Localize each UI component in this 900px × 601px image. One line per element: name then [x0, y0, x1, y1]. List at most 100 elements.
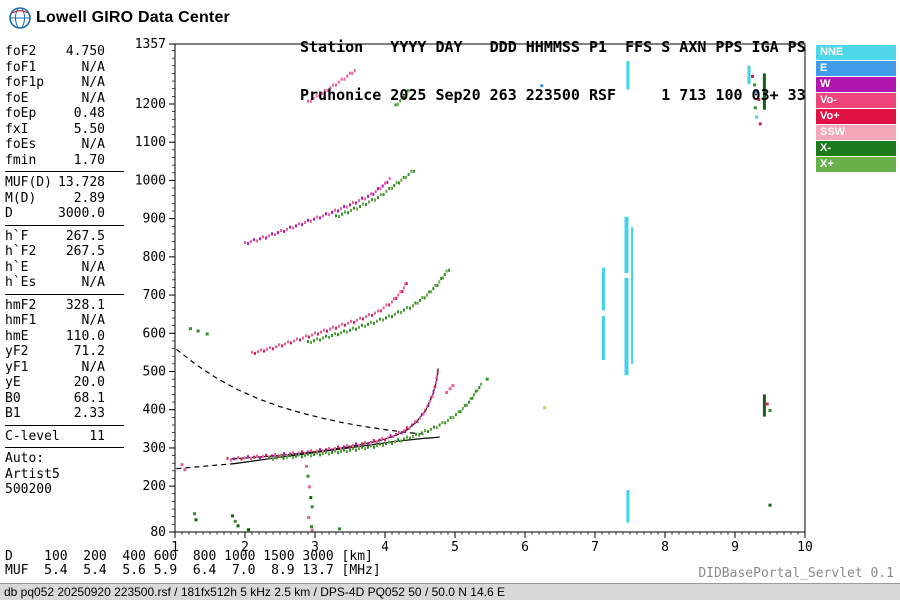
svg-text:3: 3	[311, 540, 319, 555]
svg-text:1357: 1357	[135, 37, 166, 52]
legend-item-nne: NNE	[816, 45, 896, 60]
param-value: 1.70	[73, 152, 105, 168]
svg-text:700: 700	[143, 288, 166, 303]
station-header-columns: Station YYYY DAY DDD HHMMSS P1 FFS S AXN…	[300, 38, 806, 56]
separator	[5, 424, 124, 426]
param-value: N/A	[81, 313, 105, 328]
param-label: B0	[5, 390, 21, 406]
svg-text:600: 600	[143, 326, 166, 341]
svg-text:1200: 1200	[135, 97, 166, 112]
param-row-hE: h`E N/A	[5, 260, 105, 276]
param-value: N/A	[81, 275, 105, 290]
legend-label: E	[820, 62, 828, 74]
param-row-MUFD: MUF(D) 13.728	[5, 175, 105, 191]
param-row-D: D 3000.0	[5, 206, 105, 222]
param-row-foF2: foF2 4.750	[5, 44, 105, 60]
param-label: foF2	[5, 44, 37, 59]
svg-text:4: 4	[381, 540, 389, 555]
param-row-MD: M(D) 2.89	[5, 191, 105, 207]
param-label: M(D)	[5, 190, 37, 206]
param-label: fxI	[5, 121, 29, 137]
param-row-hmE: hmE 110.0	[5, 329, 105, 345]
legend-label: Vo+	[820, 110, 840, 122]
param-row-fxI: fxI 5.50	[5, 122, 105, 138]
param-value: N/A	[81, 59, 105, 75]
svg-text:8: 8	[661, 540, 669, 555]
param-label: yE	[5, 375, 21, 390]
svg-text:500: 500	[143, 364, 166, 379]
param-row-c-level: C-level 11	[5, 429, 105, 445]
auto-program: Artist5	[5, 466, 60, 482]
svg-text:5: 5	[451, 540, 459, 555]
servlet-version-label: DIDBasePortal_Servlet 0.1	[698, 566, 894, 581]
param-label: foF1p	[5, 75, 45, 90]
param-label: foF1	[5, 59, 37, 75]
param-label: hmE	[5, 328, 29, 344]
param-label: h`F	[5, 228, 29, 244]
param-row-fmin: fmin 1.70	[5, 153, 105, 169]
param-label: yF2	[5, 344, 29, 359]
param-row-foF1: foF1 N/A	[5, 60, 105, 76]
legend-item-e: E	[816, 61, 896, 76]
param-row-hEs: h`Es N/A	[5, 275, 105, 291]
param-value: 328.1	[65, 297, 105, 313]
param-label: D	[5, 206, 13, 221]
svg-text:80: 80	[150, 525, 166, 540]
param-label: MUF(D)	[5, 175, 52, 190]
param-label: foE	[5, 90, 29, 106]
param-value: 71.2	[73, 344, 105, 359]
param-value: 267.5	[65, 228, 105, 244]
legend-item-vo-plus: Vo+	[816, 109, 896, 124]
param-row-yF2: yF2 71.2	[5, 344, 105, 360]
scaled-parameters-panel: foF2 4.750 foF1 N/A foF1p N/A foE N/A foEp 0.…	[5, 44, 127, 498]
param-value: N/A	[81, 259, 105, 275]
param-value: 110.0	[65, 328, 105, 344]
param-value: 20.0	[73, 375, 105, 390]
param-value: N/A	[81, 75, 105, 90]
param-row-hmF1: hmF1 N/A	[5, 313, 105, 329]
legend-item-x-plus: X+	[816, 157, 896, 172]
param-label: yF1	[5, 359, 29, 375]
param-row-foEp: foEp 0.48	[5, 106, 105, 122]
svg-text:300: 300	[143, 441, 166, 456]
param-row-hF: h`F 267.5	[5, 229, 105, 245]
svg-text:800: 800	[143, 250, 166, 265]
app-title: Lowell GIRO Data Center	[36, 9, 230, 26]
param-value: 0.48	[73, 106, 105, 121]
param-row-B1: B1 2.33	[5, 406, 105, 422]
distance-row: D 100 200 400 600 800 1000 1500 3000 [km…	[5, 549, 373, 564]
param-row-foE: foE N/A	[5, 91, 105, 107]
param-label: hmF2	[5, 297, 37, 313]
param-label: h`Es	[5, 275, 37, 290]
svg-text:900: 900	[143, 212, 166, 227]
param-row-foF1p: foF1p N/A	[5, 75, 105, 91]
status-text: db pq052 20250920 223500.rsf / 181fx512h…	[4, 585, 505, 599]
param-label: h`E	[5, 259, 29, 275]
param-label: C-level	[5, 428, 60, 444]
param-value: 5.50	[73, 121, 105, 137]
param-label: foEs	[5, 137, 37, 152]
header: Lowell GIRO Data Center Station YYYY DAY…	[0, 0, 900, 103]
param-row-hF2: h`F2 267.5	[5, 244, 105, 260]
param-row-yE: yE 20.0	[5, 375, 105, 391]
param-label: foEp	[5, 106, 37, 121]
separator	[5, 171, 124, 172]
param-label: h`F2	[5, 244, 37, 259]
svg-text:7: 7	[591, 540, 599, 555]
param-row-B0: B0 68.1	[5, 391, 105, 407]
auto-label: Auto:	[5, 451, 45, 466]
svg-text:1100: 1100	[135, 135, 166, 150]
separator	[5, 224, 124, 226]
svg-text:400: 400	[143, 403, 166, 418]
svg-text:10: 10	[797, 540, 813, 555]
echo-direction-legend: NNE E W Vo- Vo+ SSW X- X+	[816, 45, 896, 173]
svg-text:1000: 1000	[135, 173, 166, 188]
auto-scaler-heading: Auto:	[5, 451, 105, 467]
param-value: 2.89	[73, 190, 105, 206]
auto-version: 500200	[5, 482, 52, 497]
legend-item-ssw: SSW	[816, 125, 896, 140]
param-label: fmin	[5, 152, 37, 168]
svg-text:1: 1	[171, 540, 179, 555]
legend-item-w: W	[816, 77, 896, 92]
param-row-yF1: yF1 N/A	[5, 360, 105, 376]
